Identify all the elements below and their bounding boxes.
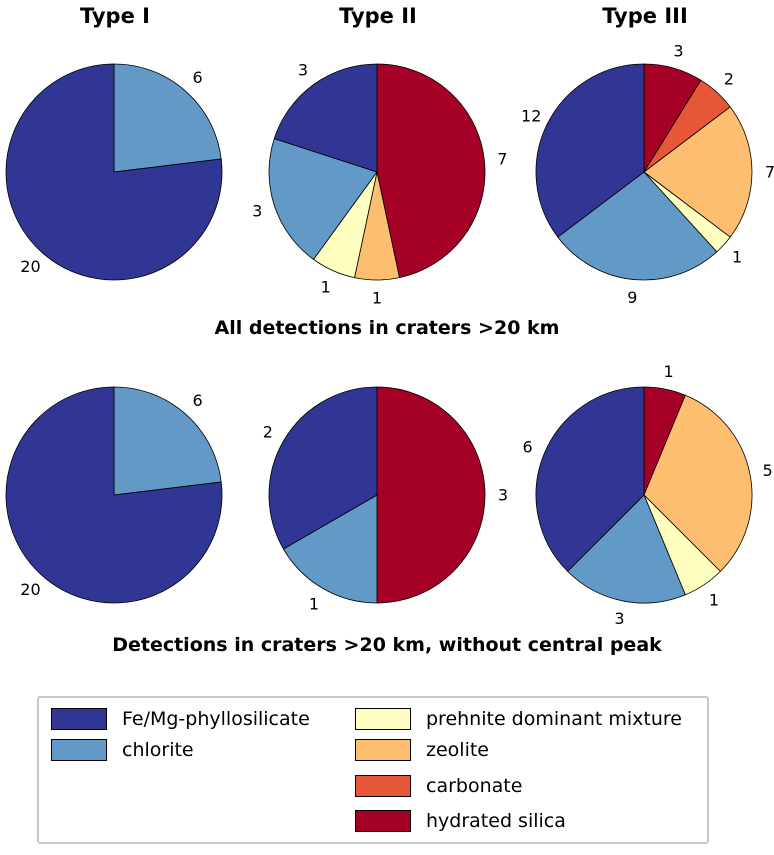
slice-fe-mg-phyllosilicate: [535, 386, 645, 572]
column-title-type-iii: Type III: [602, 4, 688, 28]
slice-value-label: 3: [673, 41, 683, 60]
slice-value-label: 3: [298, 61, 308, 80]
pie-chart-6: 1 5 1 3 6: [522, 362, 772, 628]
slice-value-label: 5: [762, 461, 772, 480]
slice-value-label: 1: [663, 362, 673, 381]
legend-label: chlorite: [122, 739, 194, 761]
slice-value-label: 6: [522, 437, 532, 456]
slice-value-label: 2: [724, 69, 734, 88]
slice-value-label: 9: [627, 288, 637, 307]
slice-value-label: 12: [521, 106, 541, 125]
legend-label: zeolite: [426, 739, 489, 761]
slice-chlorite: [282, 494, 378, 604]
legend: Fe/Mg-phyllosilicate chlorite prehnite d…: [37, 696, 709, 844]
column-title-type-ii: Type II: [339, 4, 417, 28]
legend-label: Fe/Mg-phyllosilicate: [122, 708, 310, 730]
slice-fe-mg-phyllosilicate: [5, 386, 223, 604]
slice-fe-mg-phyllosilicate: [535, 63, 645, 238]
slice-value-label: 20: [20, 257, 40, 276]
legend-swatch: [51, 739, 107, 761]
pie-chart-1: 6 20: [5, 63, 223, 281]
slice-chlorite: [567, 494, 686, 604]
legend-label: hydrated silica: [426, 810, 566, 832]
column-title-type-i: Type I: [80, 4, 150, 28]
slice-chlorite: [113, 63, 222, 173]
legend-item-hydrated-silica: hydrated silica: [355, 810, 566, 832]
legend-item-fe-mg-phyllosilicate: Fe/Mg-phyllosilicate: [51, 708, 310, 730]
legend-item-carbonate: carbonate: [355, 775, 522, 797]
slice-value-label: 7: [497, 149, 507, 168]
row-title-without-central-peak: Detections in craters >20 km, without ce…: [112, 634, 662, 656]
slice-zeolite: [643, 106, 753, 238]
slice-chlorite: [268, 138, 378, 260]
slice-value-label: 1: [309, 595, 319, 614]
slice-value-label: 3: [614, 609, 624, 628]
slice-value-label: 7: [765, 163, 774, 182]
legend-swatch: [355, 708, 411, 730]
slice-value-label: 1: [709, 590, 719, 609]
slice-chlorite: [557, 171, 718, 281]
legend-swatch: [51, 708, 107, 730]
slice-value-label: 6: [192, 391, 202, 410]
slice-value-label: 20: [20, 580, 40, 599]
pie-chart-3: 3 2 7 1 9 12: [521, 41, 774, 307]
legend-item-chlorite: chlorite: [51, 739, 194, 761]
slice-fe-mg-phyllosilicate: [268, 386, 378, 550]
legend-swatch: [355, 810, 411, 832]
slice-value-label: 1: [372, 289, 382, 308]
slice-hydrated-silica: [376, 386, 486, 604]
slice-value-label: 3: [498, 486, 508, 505]
pie-chart-2: 7 1 1 3 3: [252, 61, 507, 308]
legend-label: prehnite dominant mixture: [426, 708, 682, 730]
legend-swatch: [355, 739, 411, 761]
slice-value-label: 2: [263, 423, 273, 442]
slice-value-label: 1: [732, 247, 742, 266]
pie-chart-5: 3 1 2: [263, 386, 508, 614]
slice-fe-mg-phyllosilicate: [5, 63, 223, 281]
slice-value-label: 1: [321, 278, 331, 297]
slice-value-label: 6: [192, 68, 202, 87]
slice-hydrated-silica: [376, 63, 486, 279]
slice-chlorite: [113, 386, 222, 496]
slice-fe-mg-phyllosilicate: [273, 63, 378, 173]
legend-item-prehnite: prehnite dominant mixture: [355, 708, 682, 730]
slice-zeolite: [643, 394, 753, 572]
row-title-all-detections: All detections in craters >20 km: [214, 317, 560, 339]
legend-swatch: [355, 775, 411, 797]
pie-chart-4: 6 20: [5, 386, 223, 604]
legend-item-zeolite: zeolite: [355, 739, 489, 761]
slice-value-label: 3: [252, 201, 262, 220]
legend-label: carbonate: [426, 775, 523, 797]
